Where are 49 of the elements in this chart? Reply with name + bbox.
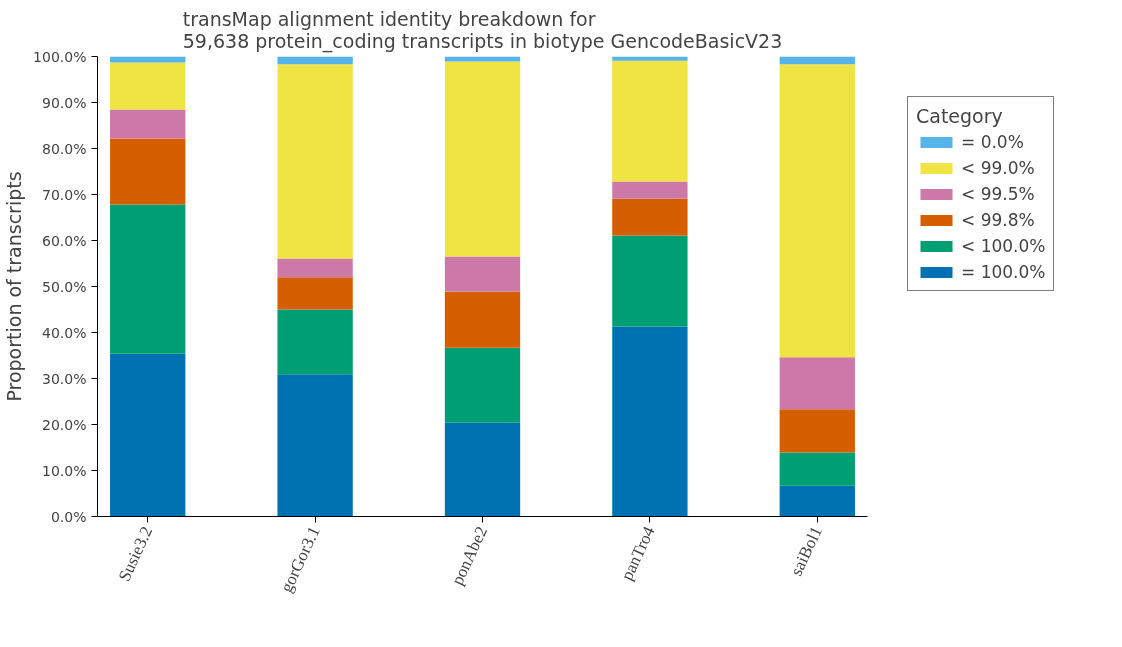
bar bbox=[612, 60, 688, 182]
legend-label: < 99.8% bbox=[961, 210, 1035, 230]
bar bbox=[779, 452, 855, 486]
y-tick-label: 80.0% bbox=[42, 140, 87, 157]
legend-title: Category bbox=[916, 105, 1004, 127]
bar bbox=[779, 64, 855, 358]
bar bbox=[277, 258, 353, 278]
legend-label: = 100.0% bbox=[961, 262, 1046, 282]
legend-label: < 100.0% bbox=[961, 236, 1046, 256]
bar bbox=[277, 374, 353, 517]
bar bbox=[612, 235, 688, 327]
y-tick-label: 20.0% bbox=[42, 416, 87, 433]
bar bbox=[444, 56, 521, 62]
y-tick-label: 10.0% bbox=[42, 462, 87, 479]
y-tick-label: 30.0% bbox=[42, 370, 87, 387]
bar bbox=[444, 347, 521, 423]
bar bbox=[612, 198, 688, 236]
bar bbox=[612, 326, 688, 517]
bar bbox=[444, 256, 521, 292]
y-tick-label: 40.0% bbox=[42, 324, 87, 341]
bar bbox=[277, 309, 353, 375]
bar bbox=[277, 64, 353, 259]
bar bbox=[779, 485, 855, 517]
bar bbox=[444, 291, 521, 348]
y-tick-label: 0.0% bbox=[50, 508, 87, 525]
y-axis-title: Proportion of transcripts bbox=[3, 171, 26, 402]
bar bbox=[779, 357, 855, 410]
bar bbox=[110, 109, 186, 139]
y-tick-label: 70.0% bbox=[42, 186, 87, 203]
bar bbox=[444, 61, 521, 257]
y-tick-label: 90.0% bbox=[42, 94, 87, 111]
bar bbox=[779, 409, 855, 453]
bar bbox=[612, 181, 688, 199]
legend-label: = 0.0% bbox=[961, 132, 1024, 152]
bar bbox=[110, 353, 186, 517]
chart-title: transMap alignment identity breakdown for 59,638 protein_coding transcripts in biotype GencodeBasicV23 bbox=[182, 7, 783, 53]
bar bbox=[110, 204, 186, 354]
legend-label: < 99.0% bbox=[961, 158, 1035, 178]
x-tick-label: saiBol1 bbox=[786, 523, 826, 579]
bar bbox=[444, 422, 521, 517]
bar bbox=[277, 277, 353, 310]
bar bbox=[612, 56, 688, 61]
legend-label: < 99.5% bbox=[961, 184, 1035, 204]
bar bbox=[277, 56, 353, 65]
y-tick-label: 100.0% bbox=[33, 48, 87, 65]
bar bbox=[110, 138, 186, 205]
y-tick-label: 60.0% bbox=[42, 232, 87, 249]
y-tick-label: 50.0% bbox=[42, 278, 87, 295]
bar bbox=[110, 62, 186, 110]
